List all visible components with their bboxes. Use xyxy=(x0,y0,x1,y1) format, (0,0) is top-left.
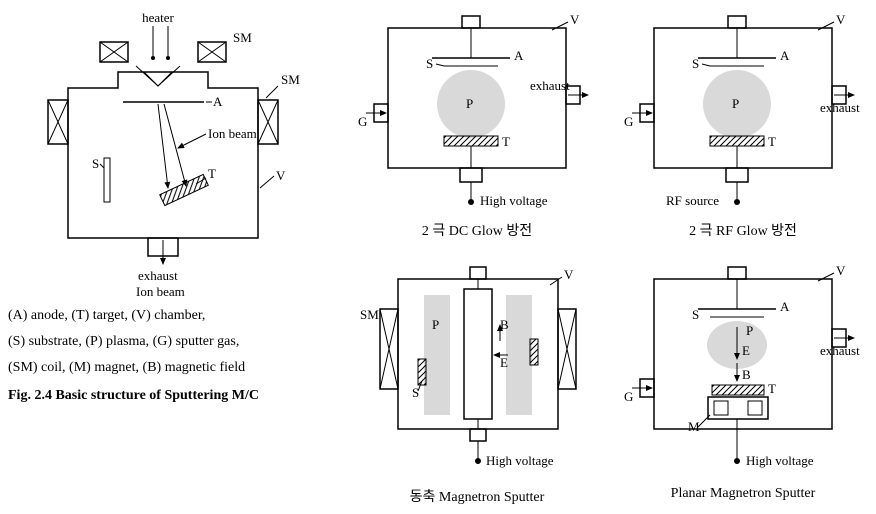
a-label: A xyxy=(514,48,524,63)
coaxial-diagram: V SM P xyxy=(352,259,602,484)
rf-glow-diagram: V A S P T G exhaust xyxy=(618,8,868,218)
figure-page: heater SM xyxy=(8,8,868,506)
dc-glow-diagram: V A S P T G xyxy=(352,8,602,218)
sm-label-top: SM xyxy=(233,30,252,45)
e-label: E xyxy=(500,355,508,370)
a-label: A xyxy=(780,299,790,314)
figure-caption: Fig. 2.4 Basic structure of Sputtering M… xyxy=(8,388,344,404)
target-symbol xyxy=(710,136,764,146)
sm-coil-top-right xyxy=(198,42,226,62)
p-label: P xyxy=(466,96,473,111)
b-label: B xyxy=(742,367,751,382)
p-label: P xyxy=(732,96,739,111)
legend-line-2: (S) substrate, (P) plasma, (G) sputter g… xyxy=(8,334,344,350)
p-label: P xyxy=(432,317,439,332)
rf-glow-title: 2 극 RF Glow 방전 xyxy=(618,220,868,240)
dc-glow-title: 2 극 DC Glow 방전 xyxy=(352,220,602,240)
v-label: V xyxy=(836,263,846,278)
sm-coil-top-left xyxy=(100,42,128,62)
substrate-right xyxy=(530,339,538,365)
t-label: T xyxy=(768,134,776,149)
sm-label: SM xyxy=(360,307,379,322)
v-label: V xyxy=(564,267,574,282)
ion-beam-diagram: heater SM xyxy=(8,8,328,298)
a-label: A xyxy=(780,48,790,63)
rf-glow-panel: V A S P T G exhaust xyxy=(618,8,868,255)
exhaust-label: exhaust xyxy=(820,343,860,358)
left-column: heater SM xyxy=(8,8,344,506)
s-label: S xyxy=(692,56,699,71)
coaxial-title: 동축 Magnetron Sputter xyxy=(352,486,602,506)
coaxial-panel: V SM P xyxy=(352,259,602,506)
legend: (A) anode, (T) target, (V) chamber, (S) … xyxy=(8,308,344,376)
dc-glow-panel: V A S P T G xyxy=(352,8,602,255)
exhaust-label: exhaust xyxy=(820,100,860,115)
heater-label: heater xyxy=(142,10,174,25)
g-label: G xyxy=(624,389,633,404)
sm-coil-left xyxy=(380,309,398,389)
exhaust-label: exhaust xyxy=(138,268,178,283)
sm-coil-right xyxy=(258,100,278,144)
g-label: G xyxy=(358,114,367,129)
sm-label-side: SM xyxy=(281,72,300,87)
target-symbol xyxy=(444,136,498,146)
ionbeam-label: Ion beam xyxy=(208,126,257,141)
v-label: V xyxy=(276,168,286,183)
s-label: S xyxy=(426,56,433,71)
legend-line-1: (A) anode, (T) target, (V) chamber, xyxy=(8,308,344,324)
t-label: T xyxy=(502,134,510,149)
rf-label: RF source xyxy=(666,193,719,208)
s-label: S xyxy=(692,307,699,322)
substrate-label: S xyxy=(92,156,99,171)
target-symbol xyxy=(712,385,764,395)
sm-coil-left xyxy=(48,100,68,144)
p-label: P xyxy=(746,323,753,338)
t-label: T xyxy=(768,381,776,396)
e-label: E xyxy=(742,343,750,358)
right-grid: V A S P T G xyxy=(352,8,868,506)
b-label: B xyxy=(500,317,509,332)
ionbeam-title: Ion beam xyxy=(136,284,185,298)
v-label: V xyxy=(570,12,580,27)
hv-label: High voltage xyxy=(746,453,814,468)
v-label: V xyxy=(836,12,846,27)
exhaust-label: exhaust xyxy=(530,78,570,93)
g-label: G xyxy=(624,114,633,129)
sm-coil-right xyxy=(558,309,576,389)
substrate-symbol xyxy=(104,158,110,202)
planar-title: Planar Magnetron Sputter xyxy=(618,486,868,502)
planar-panel: V A S P E B T xyxy=(618,259,868,506)
hv-label: High voltage xyxy=(480,193,548,208)
target-label: T xyxy=(208,166,216,181)
s-label: S xyxy=(412,385,419,400)
anode-label: A xyxy=(213,94,223,109)
hv-label: High voltage xyxy=(486,453,554,468)
planar-diagram: V A S P E B T xyxy=(618,259,868,484)
legend-line-3: (SM) coil, (M) magnet, (B) magnetic fiel… xyxy=(8,360,344,376)
